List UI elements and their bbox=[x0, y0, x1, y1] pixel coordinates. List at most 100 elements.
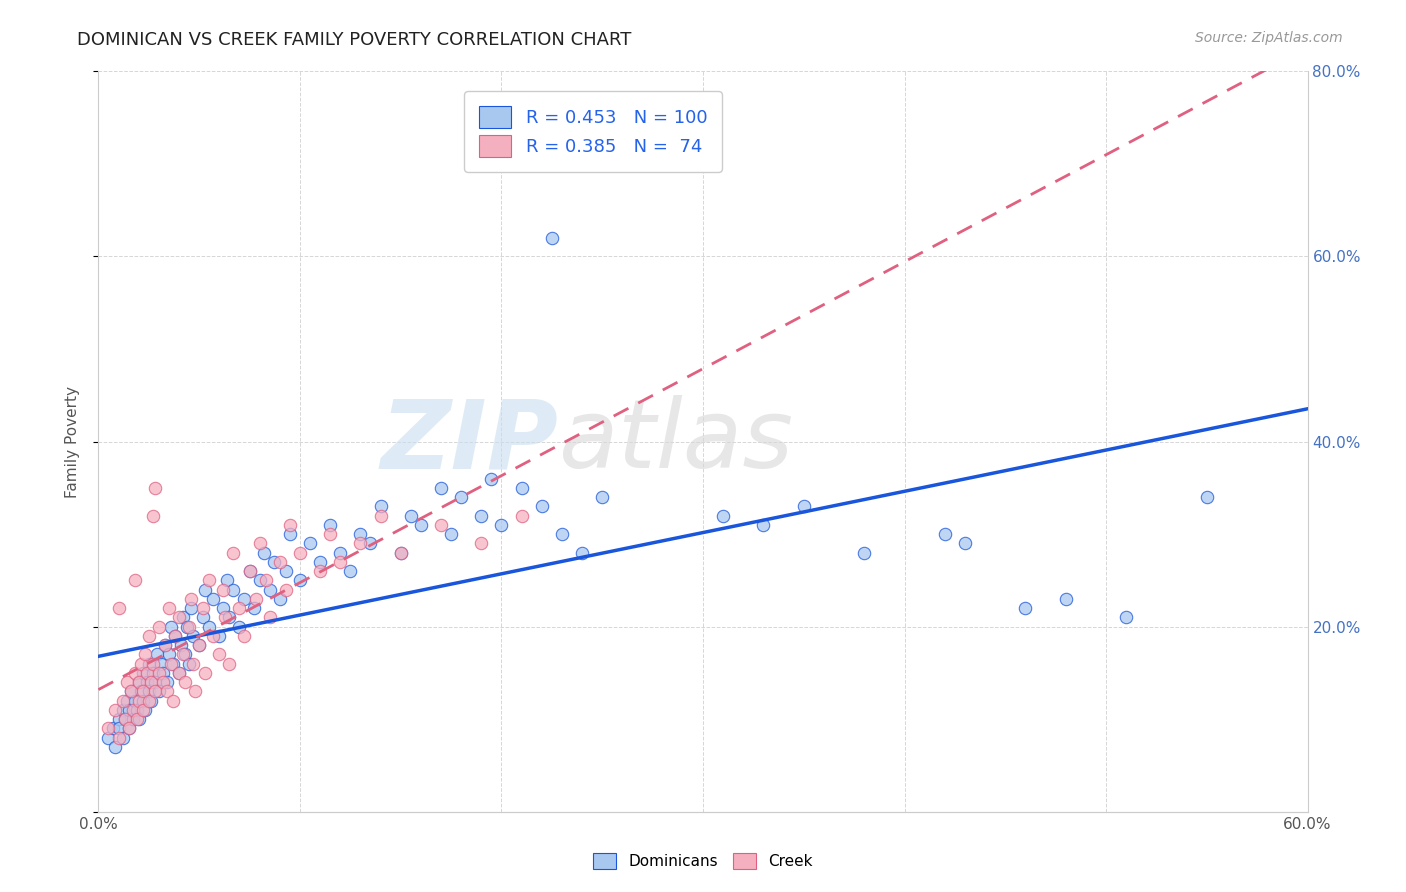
Point bbox=[470, 536, 492, 550]
Point bbox=[202, 591, 225, 606]
Point bbox=[176, 619, 198, 633]
Point bbox=[591, 490, 613, 504]
Point bbox=[242, 601, 264, 615]
Point bbox=[222, 545, 245, 560]
Point bbox=[953, 536, 976, 550]
Point bbox=[184, 684, 207, 698]
Legend: R = 0.453   N = 100, R = 0.385   N =  74: R = 0.453 N = 100, R = 0.385 N = 74 bbox=[464, 92, 721, 171]
Point bbox=[162, 657, 184, 671]
Point bbox=[212, 601, 235, 615]
Point bbox=[1115, 610, 1137, 624]
Point bbox=[218, 610, 240, 624]
Point bbox=[148, 619, 170, 633]
Point bbox=[111, 703, 134, 717]
Point bbox=[121, 703, 143, 717]
Point bbox=[329, 555, 352, 569]
Point bbox=[174, 675, 197, 690]
Point bbox=[103, 703, 125, 717]
Point bbox=[153, 638, 176, 652]
Point bbox=[208, 629, 231, 643]
Point bbox=[142, 657, 165, 671]
Point bbox=[142, 508, 165, 523]
Point bbox=[118, 722, 141, 736]
Point bbox=[470, 508, 492, 523]
Point bbox=[249, 536, 271, 550]
Point bbox=[370, 508, 392, 523]
Point bbox=[214, 610, 236, 624]
Point bbox=[167, 610, 190, 624]
Point bbox=[156, 684, 179, 698]
Point bbox=[107, 712, 129, 726]
Point bbox=[115, 675, 138, 690]
Point bbox=[143, 481, 166, 495]
Point bbox=[217, 574, 239, 588]
Point bbox=[132, 684, 155, 698]
Point bbox=[124, 665, 146, 680]
Point bbox=[138, 694, 160, 708]
Point bbox=[571, 545, 593, 560]
Point bbox=[128, 675, 150, 690]
Point bbox=[309, 564, 332, 578]
Point bbox=[253, 545, 276, 560]
Point bbox=[179, 619, 201, 633]
Text: ZIP: ZIP bbox=[380, 395, 558, 488]
Point bbox=[174, 648, 197, 662]
Point bbox=[157, 601, 180, 615]
Point bbox=[118, 722, 141, 736]
Point bbox=[111, 731, 134, 745]
Point bbox=[128, 712, 150, 726]
Point bbox=[551, 527, 574, 541]
Point bbox=[163, 629, 186, 643]
Point bbox=[202, 629, 225, 643]
Point bbox=[135, 675, 157, 690]
Text: Source: ZipAtlas.com: Source: ZipAtlas.com bbox=[1195, 31, 1343, 45]
Point bbox=[198, 619, 221, 633]
Point bbox=[143, 684, 166, 698]
Point bbox=[288, 574, 311, 588]
Point bbox=[278, 517, 301, 532]
Point bbox=[440, 527, 463, 541]
Point bbox=[180, 591, 202, 606]
Point bbox=[172, 648, 194, 662]
Point bbox=[114, 712, 136, 726]
Point bbox=[430, 517, 453, 532]
Legend: Dominicans, Creek: Dominicans, Creek bbox=[588, 847, 818, 875]
Point bbox=[152, 665, 174, 680]
Point bbox=[101, 722, 124, 736]
Point bbox=[153, 638, 176, 652]
Point bbox=[143, 675, 166, 690]
Point bbox=[138, 684, 160, 698]
Point bbox=[259, 610, 281, 624]
Point bbox=[138, 629, 160, 643]
Point bbox=[249, 574, 271, 588]
Point bbox=[128, 675, 150, 690]
Point bbox=[263, 555, 285, 569]
Point bbox=[269, 555, 291, 569]
Point bbox=[170, 638, 193, 652]
Point bbox=[138, 657, 160, 671]
Point bbox=[269, 591, 291, 606]
Point bbox=[172, 610, 194, 624]
Point bbox=[114, 712, 136, 726]
Point bbox=[510, 481, 533, 495]
Point bbox=[239, 564, 262, 578]
Point bbox=[389, 545, 412, 560]
Point bbox=[1014, 601, 1036, 615]
Point bbox=[934, 527, 956, 541]
Point bbox=[349, 527, 371, 541]
Point bbox=[853, 545, 876, 560]
Point bbox=[163, 629, 186, 643]
Point bbox=[254, 574, 277, 588]
Point bbox=[103, 739, 125, 754]
Point bbox=[139, 675, 162, 690]
Point bbox=[309, 555, 332, 569]
Point bbox=[118, 703, 141, 717]
Point bbox=[339, 564, 361, 578]
Point bbox=[97, 722, 120, 736]
Point bbox=[228, 601, 250, 615]
Point bbox=[181, 657, 204, 671]
Point bbox=[481, 472, 503, 486]
Point bbox=[194, 665, 217, 680]
Point bbox=[124, 574, 146, 588]
Point bbox=[135, 665, 157, 680]
